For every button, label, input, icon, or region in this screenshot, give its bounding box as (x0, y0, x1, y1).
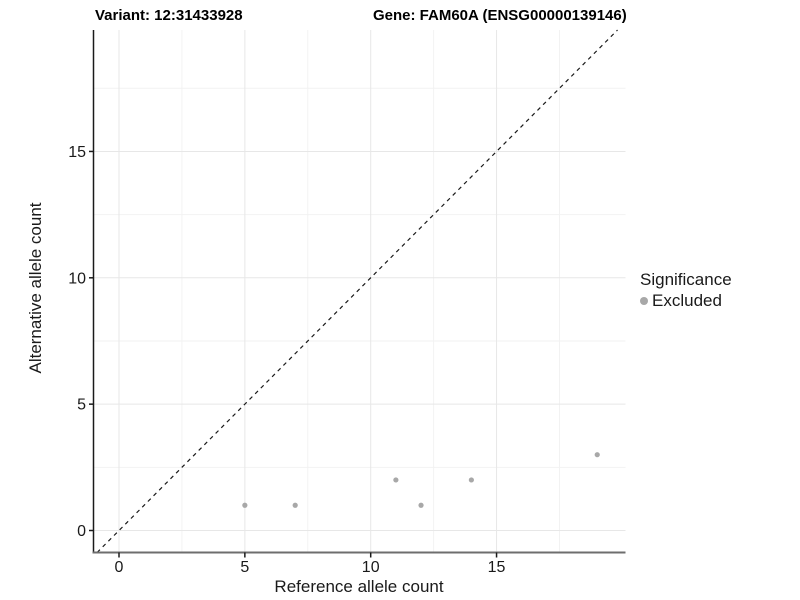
y-tick-label: 10 (68, 270, 86, 287)
identity-dashed-line (96, 29, 618, 553)
y-tick-label: 0 (77, 523, 86, 540)
variant-title: Variant: 12:31433928 (95, 7, 243, 24)
data-point (242, 502, 248, 508)
x-axis-title: Reference allele count (274, 577, 444, 596)
legend-item-excluded: Excluded (640, 290, 732, 312)
y-axis-title: Alternative allele count (26, 202, 45, 374)
data-point (468, 477, 474, 483)
y-tick-label: 5 (77, 397, 86, 414)
data-point (393, 477, 399, 483)
legend: Significance Excluded (640, 270, 732, 312)
x-tick-label: 0 (115, 559, 124, 576)
legend-item-label: Excluded (652, 291, 722, 310)
x-tick-label: 10 (362, 559, 380, 576)
data-point (418, 502, 424, 508)
x-tick-label: 5 (240, 559, 249, 576)
x-tick-label: 15 (488, 559, 506, 576)
data-point (292, 502, 298, 508)
data-point (594, 452, 600, 458)
y-tick-label: 15 (68, 144, 86, 161)
gene-title: Gene: FAM60A (ENSG00000139146) (373, 7, 627, 24)
legend-title: Significance (640, 270, 732, 289)
excluded-point-icon (640, 297, 648, 305)
